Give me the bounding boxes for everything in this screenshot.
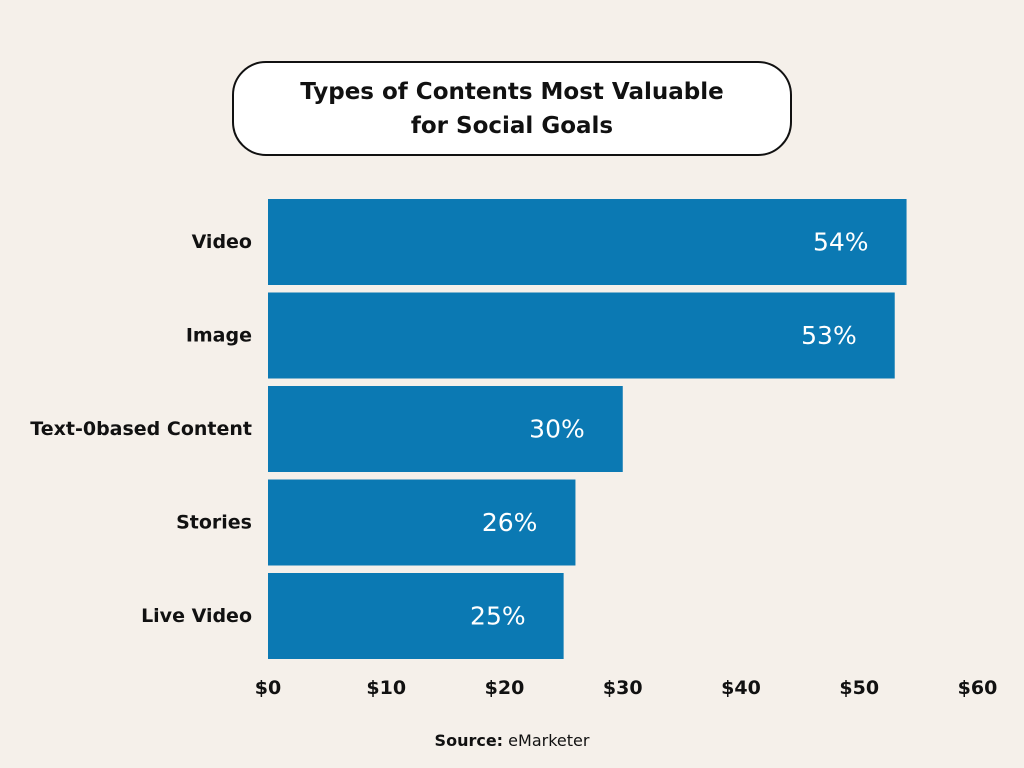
category-label-video: Video [192,231,252,253]
data-label-image: 53% [801,321,857,350]
bar-stories [268,479,576,566]
x-axis-ticks: $0 $10 $20 $30 $40 $50 $60 [255,677,998,699]
category-labels: Video Image Text-0based Content Stories Live… [30,231,252,627]
category-label-live-video: Live Video [141,605,252,627]
x-tick-label: $40 [721,677,761,699]
bar-live-video [268,573,564,659]
chart-title-box: Types of Contents Most Valuable for Soci… [232,61,792,156]
source-label: Source: [434,731,504,750]
data-label-text-0based-content: 30% [529,415,585,444]
category-label-stories: Stories [176,512,252,534]
source-value: eMarketer [508,731,590,750]
data-label-video: 54% [813,228,869,257]
bar-image [268,292,895,379]
source-note: Source: eMarketer [0,731,1024,750]
bars-layer: 54% 53% 30% 26% 25% [268,199,907,659]
x-tick-label: $30 [603,677,643,699]
x-tick-label: $0 [255,677,281,699]
category-label-text-0based-content: Text-0based Content [30,418,252,440]
x-tick-label: $50 [839,677,879,699]
x-tick-label: $10 [366,677,406,699]
category-label-image: Image [186,325,252,347]
data-label-live-video: 25% [470,602,526,631]
chart-title: Types of Contents Most Valuable for Soci… [300,78,724,139]
x-tick-label: $20 [485,677,525,699]
bar-text-0based-content [268,386,623,472]
bar-video [268,199,907,285]
data-label-stories: 26% [482,508,538,537]
x-tick-label: $60 [958,677,998,699]
